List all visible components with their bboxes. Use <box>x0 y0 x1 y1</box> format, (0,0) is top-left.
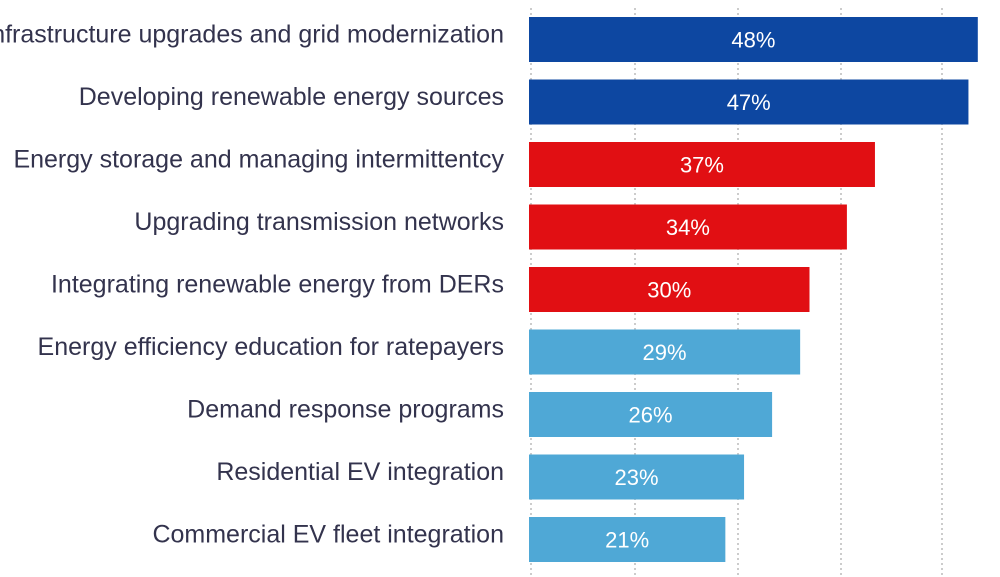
value-label-9: 21% <box>605 527 649 552</box>
value-label-4: 34% <box>666 215 710 240</box>
category-labels: Infrastructure upgrades and grid moderni… <box>0 21 504 549</box>
value-label-2: 47% <box>727 90 771 115</box>
category-label-8: Residential EV integration <box>216 458 504 486</box>
value-label-6: 29% <box>643 340 687 365</box>
bar-8 <box>529 454 745 500</box>
bar-5 <box>529 267 810 312</box>
bars <box>529 17 978 562</box>
value-labels: 48% 47% 37% 34% 30% 29% 26% 23% 21% <box>605 27 775 552</box>
bar-9 <box>529 517 726 562</box>
bar-4 <box>529 204 847 250</box>
value-label-8: 23% <box>615 465 659 490</box>
category-label-5: Integrating renewable energy from DERs <box>51 271 504 299</box>
bar-7 <box>529 392 773 437</box>
category-label-9: Commercial EV fleet integration <box>152 521 504 549</box>
category-label-7: Demand response programs <box>187 396 504 424</box>
category-label-6: Energy efficiency education for ratepaye… <box>38 333 504 361</box>
value-label-5: 30% <box>647 277 691 302</box>
value-label-1: 48% <box>731 27 775 52</box>
value-label-7: 26% <box>629 402 673 427</box>
category-label-4: Upgrading transmission networks <box>134 208 504 236</box>
value-label-3: 37% <box>680 152 724 177</box>
bar-1 <box>529 17 978 62</box>
bar-6 <box>529 329 801 375</box>
bar-3 <box>529 142 875 187</box>
bar-2 <box>529 79 969 125</box>
category-label-1: Infrastructure upgrades and grid moderni… <box>0 21 504 49</box>
category-label-2: Developing renewable energy sources <box>79 83 504 111</box>
category-label-3: Energy storage and managing intermittent… <box>13 146 504 174</box>
